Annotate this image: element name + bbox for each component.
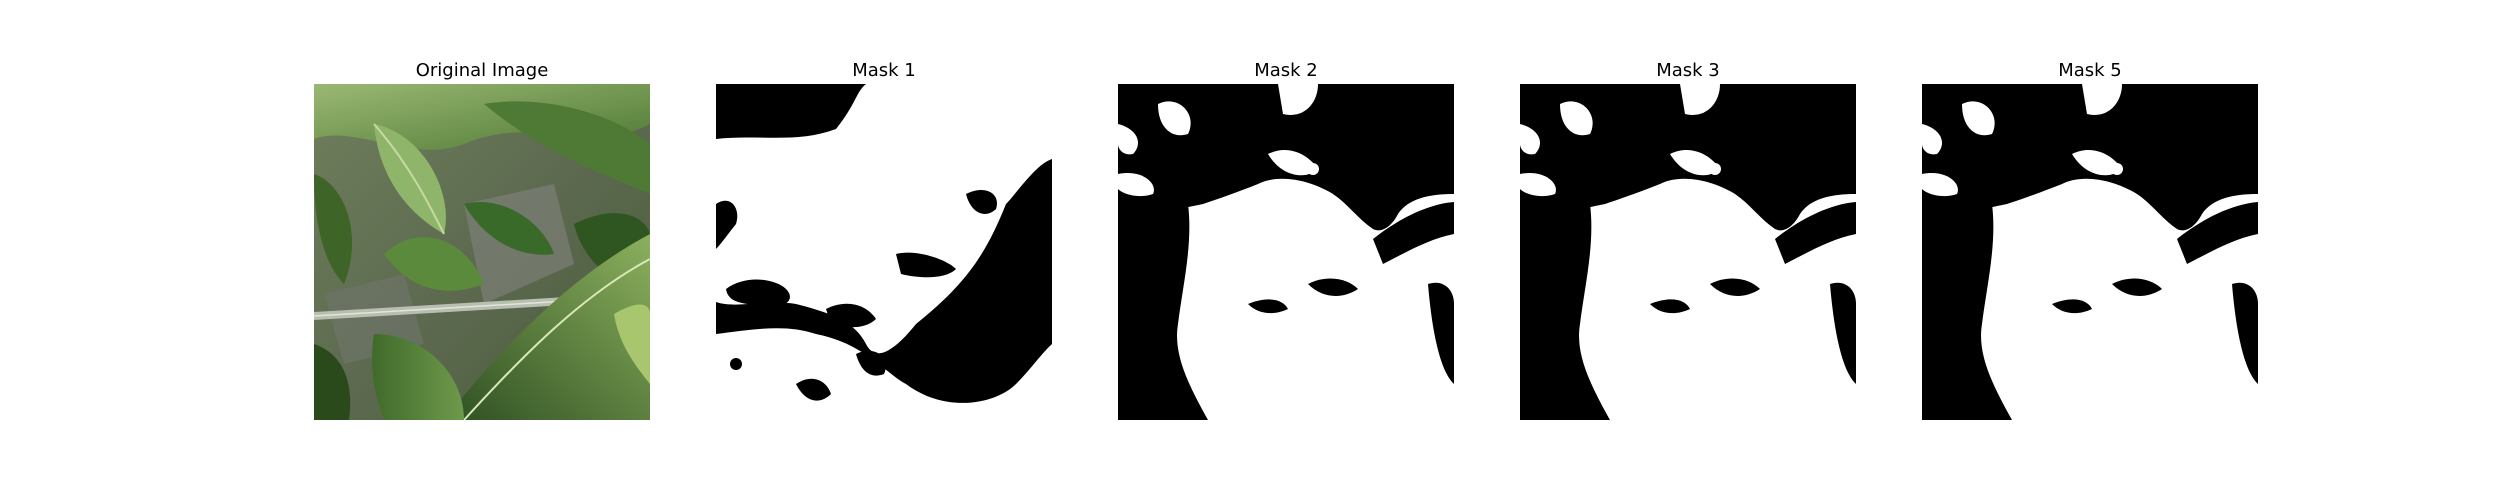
mask-1-image	[716, 84, 1052, 420]
panel-title: Mask 1	[852, 60, 916, 81]
mask-5-image	[1922, 84, 2258, 420]
original-image	[314, 84, 650, 420]
mask-3-image	[1520, 84, 1856, 420]
panel-title: Original Image	[415, 60, 549, 81]
panel-title: Mask 3	[1656, 60, 1720, 81]
mask-2-image	[1118, 84, 1454, 420]
panel-title: Mask 2	[1254, 60, 1318, 81]
panel-title: Mask 5	[2058, 60, 2122, 81]
